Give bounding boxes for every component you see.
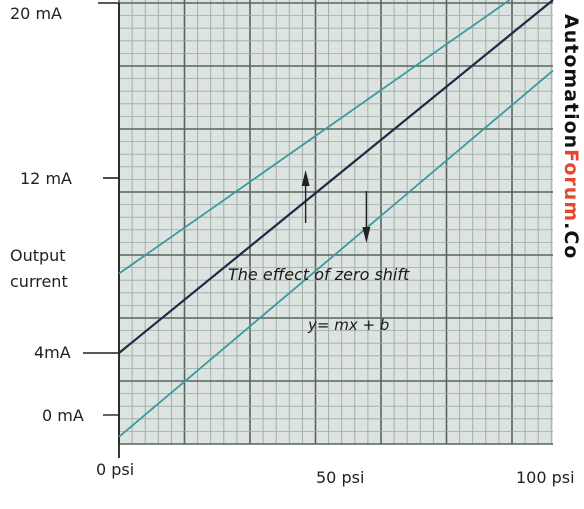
y-tick-label-4: 4mA: [34, 343, 71, 362]
annotation-zero-shift: The effect of zero shift: [228, 265, 410, 284]
series-lines: [118, 0, 554, 438]
annotation-equation: y= mx + b: [308, 316, 390, 334]
watermark-part-forum: Forum: [560, 149, 582, 223]
axes: [83, 2, 120, 458]
x-tick-label-100: 100 psi: [516, 468, 575, 487]
x-tick-label-0: 0 psi: [96, 460, 135, 479]
shift-arrows: [301, 170, 371, 243]
y-tick-label-20: 20 mA: [10, 4, 62, 23]
series-line-1: [118, 0, 511, 275]
watermark-part-co: .Co: [560, 222, 582, 260]
x-tick-label-50: 50 psi: [316, 468, 365, 487]
watermark-part-automation: Automation: [560, 14, 582, 150]
series-line-2: [118, 0, 554, 354]
series-line-3: [118, 69, 554, 438]
y-tick-label-12: 12 mA: [20, 169, 72, 188]
arrow-down-head: [362, 227, 371, 243]
arrow-up-head: [301, 170, 310, 186]
watermark-text: AutomationForum.Co: [560, 14, 582, 259]
y-axis-label: Output current: [10, 246, 68, 291]
y-tick-label-0: 0 mA: [42, 406, 84, 425]
grid: [118, 0, 553, 445]
watermark-logo: AutomationForum.Co: [556, 8, 584, 292]
